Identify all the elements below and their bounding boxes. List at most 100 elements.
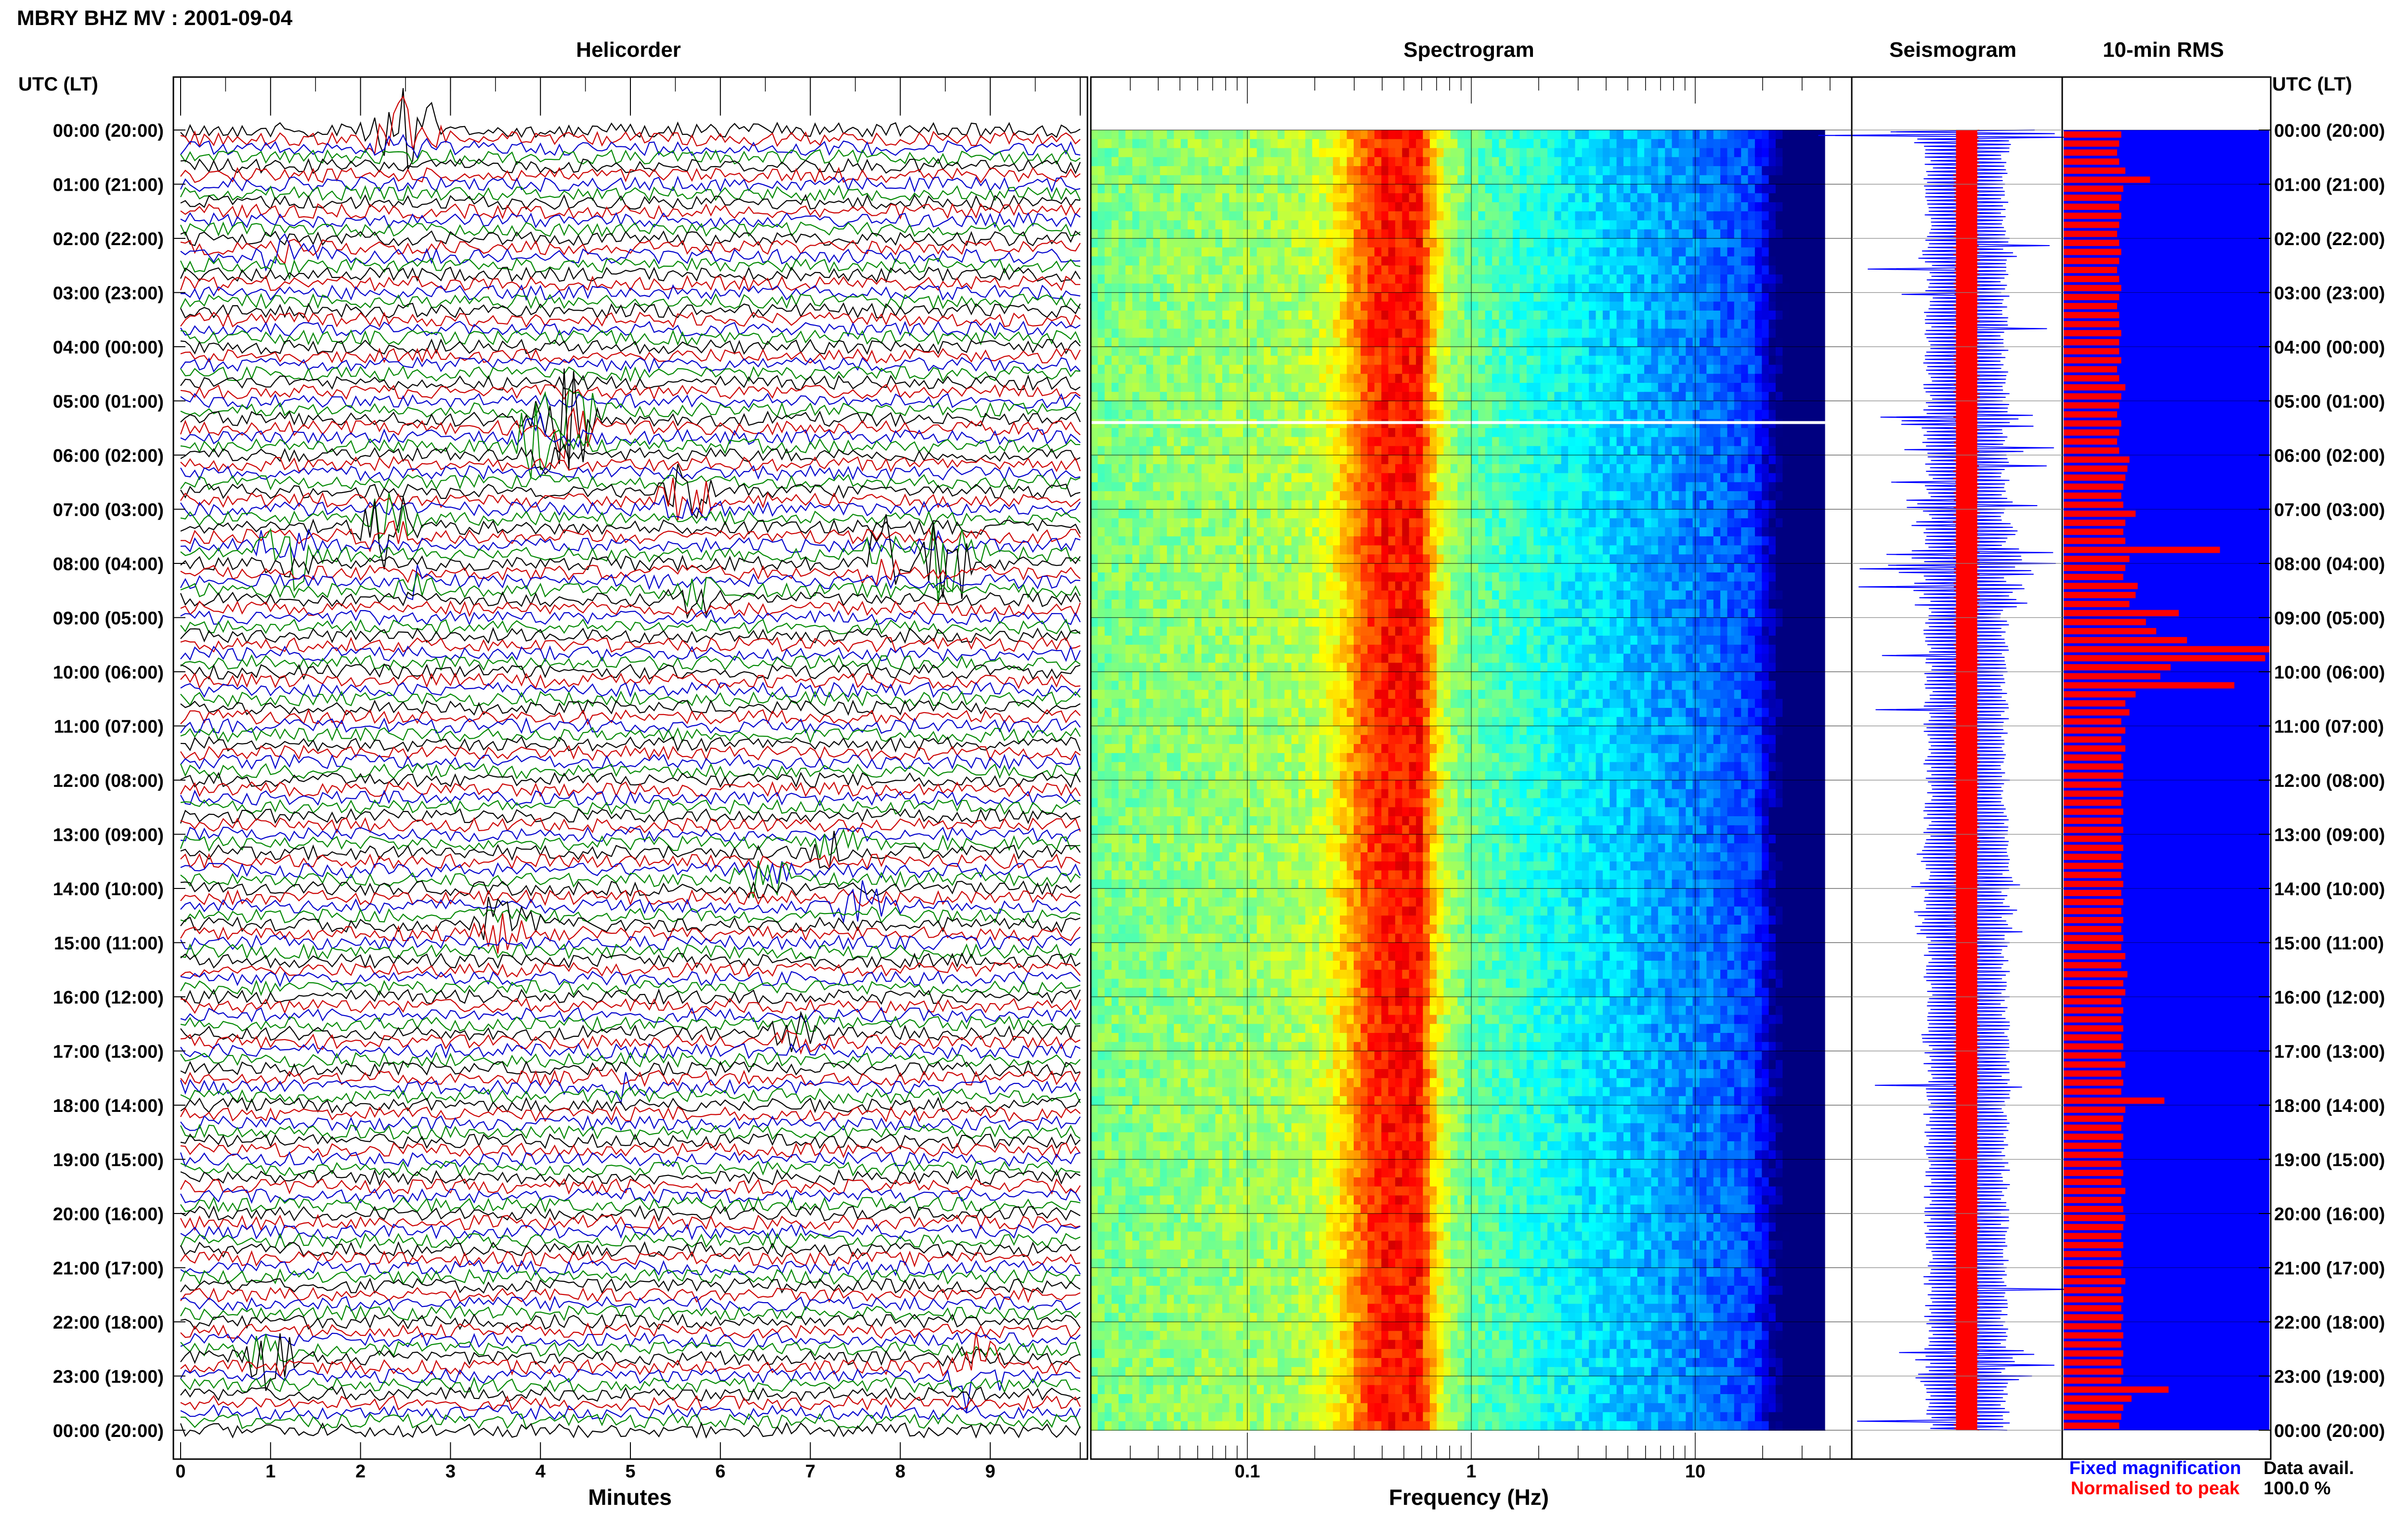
helicorder-trace bbox=[180, 374, 1081, 391]
rms-bar bbox=[2064, 1242, 2123, 1249]
helicorder-trace bbox=[180, 356, 1081, 374]
rms-bar bbox=[2064, 222, 2120, 228]
helicorder-trace bbox=[180, 1013, 1081, 1035]
rms-bar bbox=[2064, 1115, 2123, 1122]
helicorder-trace bbox=[180, 708, 1081, 726]
rms-bar bbox=[2064, 239, 2120, 246]
rms-bar bbox=[2064, 700, 2126, 707]
time-label-left: 15:00 (11:00) bbox=[54, 934, 164, 954]
rms-bar bbox=[2064, 321, 2120, 327]
rms-bar bbox=[2064, 962, 2121, 968]
helicorder-trace bbox=[180, 1305, 1081, 1321]
helicorder-trace bbox=[180, 828, 1081, 859]
legend-normalised-to-peak: Normalised to peak bbox=[2071, 1478, 2240, 1499]
rms-bar bbox=[2064, 456, 2130, 463]
rms-bar bbox=[2064, 267, 2117, 274]
helicorder-trace bbox=[180, 1086, 1081, 1104]
minute-tick-label: 9 bbox=[985, 1462, 995, 1482]
minute-tick-label: 2 bbox=[355, 1462, 366, 1482]
time-label-right: 05:00 (01:00) bbox=[2274, 392, 2385, 412]
rms-bar bbox=[2064, 547, 2220, 553]
time-label-right: 00:00 (20:00) bbox=[2274, 121, 2385, 141]
helicorder-trace bbox=[180, 1404, 1081, 1421]
rms-bar bbox=[2064, 465, 2128, 472]
rms-bar bbox=[2064, 709, 2130, 716]
helicorder-trace bbox=[180, 388, 1081, 443]
helicorder-trace bbox=[180, 1067, 1081, 1087]
rms-bar bbox=[2064, 889, 2121, 896]
time-label-left: 08:00 (04:00) bbox=[53, 554, 164, 574]
rms-bar bbox=[2064, 736, 2121, 743]
right-axis-label: UTC (LT) bbox=[2272, 74, 2352, 95]
helicorder-trace bbox=[180, 95, 1081, 155]
time-label-right: 17:00 (13:00) bbox=[2274, 1042, 2385, 1062]
time-label-right: 18:00 (14:00) bbox=[2274, 1096, 2385, 1116]
helicorder-trace bbox=[180, 203, 1081, 220]
spectrogram-x-axis-label: Frequency (Hz) bbox=[1389, 1485, 1549, 1510]
rms-bar bbox=[2064, 384, 2126, 391]
helicorder-trace bbox=[180, 681, 1081, 698]
helicorder-trace bbox=[180, 1029, 1081, 1055]
helicorder-trace bbox=[180, 636, 1081, 653]
helicorder-trace bbox=[180, 1160, 1081, 1177]
helicorder-trace bbox=[180, 1322, 1081, 1339]
rms-bar bbox=[2064, 402, 2120, 409]
helicorder-trace bbox=[180, 1368, 1081, 1412]
time-label-right: 12:00 (08:00) bbox=[2274, 771, 2385, 791]
helicorder-trace bbox=[180, 474, 1081, 491]
rms-bar bbox=[2064, 366, 2117, 373]
helicorder-trace bbox=[180, 1334, 1081, 1369]
helicorder-trace bbox=[180, 1072, 1081, 1105]
helicorder-trace bbox=[180, 664, 1081, 680]
helicorder-trace bbox=[180, 1178, 1081, 1195]
rms-bar bbox=[2064, 1088, 2121, 1095]
rms-bar bbox=[2064, 600, 2130, 607]
helicorder-trace bbox=[180, 672, 1081, 690]
frequency-tick-label: 1 bbox=[1466, 1462, 1476, 1482]
data-availability-label: Data avail. bbox=[2264, 1458, 2354, 1478]
rms-bar bbox=[2064, 1197, 2121, 1203]
helicorder-trace bbox=[180, 1313, 1081, 1331]
rms-bar bbox=[2064, 1224, 2123, 1230]
time-label-left: 13:00 (09:00) bbox=[53, 825, 164, 846]
rms-bar bbox=[2064, 520, 2126, 526]
helicorder-trace bbox=[180, 1123, 1081, 1141]
rms-bar bbox=[2064, 1251, 2121, 1257]
rms-bar bbox=[2064, 140, 2120, 147]
rms-bar bbox=[2064, 781, 2121, 788]
helicorder-trace bbox=[180, 753, 1081, 770]
rms-bar bbox=[2064, 556, 2130, 562]
helicorder-trace bbox=[180, 1232, 1081, 1250]
rms-bar bbox=[2064, 1052, 2121, 1059]
helicorder-trace bbox=[180, 1422, 1081, 1439]
rms-bar bbox=[2064, 998, 2121, 1005]
time-label-right: 00:00 (20:00) bbox=[2274, 1421, 2385, 1441]
rms-bar bbox=[2064, 275, 2120, 282]
rms-bar bbox=[2064, 1395, 2132, 1402]
time-label-right: 20:00 (16:00) bbox=[2274, 1204, 2385, 1225]
rms-bar bbox=[2064, 628, 2157, 635]
helicorder-trace bbox=[180, 888, 1081, 907]
helicorder-trace bbox=[180, 808, 1081, 824]
rms-bar bbox=[2064, 185, 2123, 192]
rms-bar bbox=[2064, 980, 2123, 987]
helicorder-trace bbox=[180, 600, 1081, 618]
time-label-right: 10:00 (06:00) bbox=[2274, 663, 2385, 683]
helicorder-trace bbox=[180, 194, 1081, 210]
time-label-left: 12:00 (08:00) bbox=[53, 771, 164, 791]
spectrogram-title: Spectrogram bbox=[1403, 38, 1534, 62]
minute-tick-label: 0 bbox=[175, 1462, 185, 1482]
rms-bar bbox=[2064, 438, 2117, 445]
figure-title: MBRY BHZ MV : 2001-09-04 bbox=[17, 6, 293, 30]
time-label-right: 09:00 (05:00) bbox=[2274, 609, 2385, 629]
time-label-left: 19:00 (15:00) bbox=[53, 1150, 164, 1171]
time-label-left: 04:00 (00:00) bbox=[53, 338, 164, 358]
helicorder-trace bbox=[180, 826, 1081, 843]
helicorder-trace bbox=[180, 184, 1081, 202]
rms-bar bbox=[2064, 1007, 2123, 1014]
legend-fixed-magnification: Fixed magnification bbox=[2069, 1458, 2241, 1478]
helicorder-trace bbox=[180, 1268, 1081, 1285]
rms-bar bbox=[2064, 1061, 2126, 1068]
helicorder-trace bbox=[180, 1151, 1081, 1168]
helicorder-trace bbox=[180, 347, 1081, 364]
